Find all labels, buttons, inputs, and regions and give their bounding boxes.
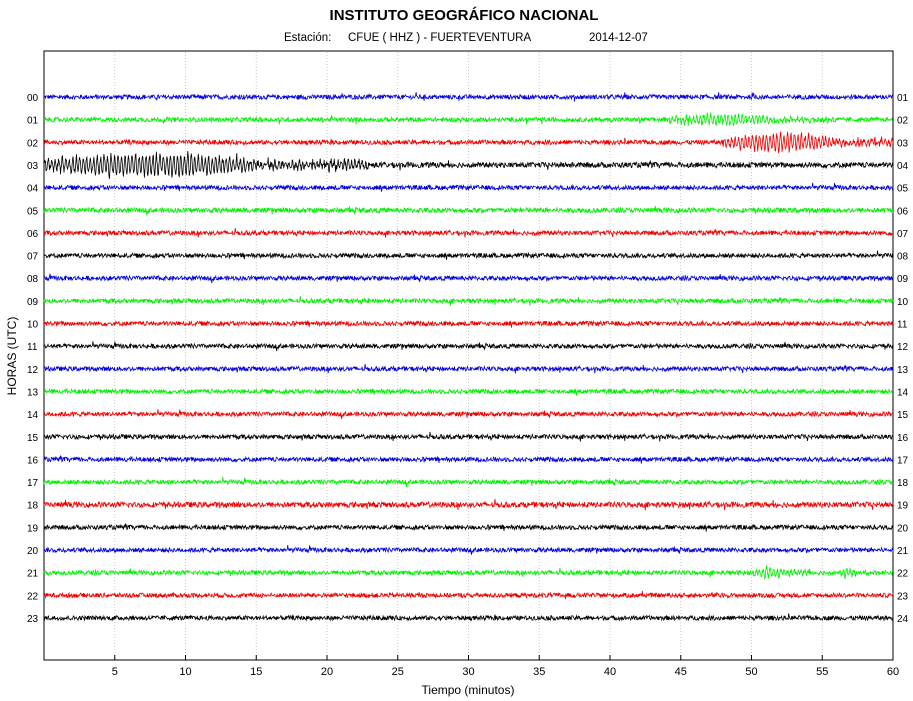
hour-label-right: 09 [897,274,909,285]
x-tick-label: 15 [250,666,262,678]
hour-label-left: 12 [27,365,39,376]
trace-hour-07 [43,250,894,260]
hour-label-right: 03 [897,138,909,149]
hour-label-right: 12 [897,342,909,353]
hour-label-left: 02 [27,138,39,149]
hour-label-left: 23 [27,614,39,625]
trace-hour-14 [43,409,894,419]
hour-label-right: 11 [897,320,908,331]
x-tick-label: 25 [392,666,404,678]
x-tick-label: 55 [816,666,828,678]
station-name: CFUE ( HHZ ) - FUERTEVENTURA [348,32,531,44]
trace-layer [43,92,894,622]
hour-label-left: 07 [27,252,39,263]
hour-label-right: 17 [897,455,909,466]
hour-label-left: 17 [27,478,39,489]
hour-label-left: 18 [27,501,39,512]
x-tick-label: 20 [321,666,333,678]
x-tick-label: 60 [887,666,899,678]
hour-label-right: 13 [897,365,909,376]
hour-label-left: 21 [27,569,39,580]
hour-label-left: 16 [27,455,39,466]
hour-label-left: 01 [27,116,39,127]
y-axis-label: HORAS (UTC) [5,317,19,396]
hour-label-right: 05 [897,184,909,195]
hour-label-right: 15 [897,410,909,421]
hour-label-left: 03 [27,161,39,172]
station-date: 2014-12-07 [589,32,648,44]
station-label: Estación: [284,32,331,44]
hour-label-right: 01 [897,93,909,104]
x-axis-label: Tiempo (minutos) [422,683,515,697]
trace-hour-02 [43,131,894,154]
hour-label-left: 11 [27,342,38,353]
x-tick-label: 40 [604,666,616,678]
hour-label-right: 24 [897,614,909,625]
right-hour-labels: 01 02 03 04 05 06 07 08 09 10 11 12 13 14 15 16 17 18 19 20… [897,93,909,625]
hour-label-left: 04 [27,184,39,195]
trace-hour-05 [43,205,894,216]
hour-label-right: 07 [897,229,909,240]
hour-label-right: 20 [897,523,909,534]
hour-label-left: 14 [27,410,39,421]
trace-hour-06 [43,227,894,238]
x-tick-label: 10 [179,666,191,678]
trace-hour-17 [43,477,894,487]
x-axis: 5 10 15 20 25 30 35 40 45 50 55 60 [112,655,899,678]
trace-hour-09 [43,295,894,306]
hour-label-right: 08 [897,252,909,263]
trace-hour-16 [43,455,894,464]
trace-hour-11 [43,341,894,352]
hour-label-right: 23 [897,591,909,602]
trace-hour-04 [43,182,894,192]
x-tick-label: 35 [533,666,545,678]
hour-label-left: 00 [27,93,39,104]
hour-label-right: 21 [897,546,909,557]
hour-label-right: 06 [897,206,909,217]
hour-label-left: 19 [27,523,39,534]
hour-label-right: 19 [897,501,909,512]
trace-hour-10 [43,319,894,328]
hour-label-left: 15 [27,433,39,444]
trace-hour-20 [43,545,894,555]
hour-label-left: 20 [27,546,39,557]
trace-hour-21 [43,565,893,581]
hour-label-left: 05 [27,206,39,217]
hour-label-left: 06 [27,229,39,240]
hour-label-right: 02 [897,116,909,127]
trace-hour-19 [43,523,894,532]
hour-label-left: 08 [27,274,39,285]
chart-title: INSTITUTO GEOGRÁFICO NACIONAL [330,7,599,24]
trace-hour-18 [43,498,894,511]
trace-hour-00 [43,92,894,102]
hour-label-left: 13 [27,387,39,398]
hour-label-right: 16 [897,433,909,444]
trace-hour-15 [43,431,894,442]
x-tick-label: 5 [112,666,118,678]
x-tick-label: 30 [462,666,474,678]
x-tick-label: 50 [745,666,757,678]
hour-label-right: 14 [897,387,909,398]
hour-label-left: 09 [27,297,39,308]
trace-hour-01 [43,111,894,127]
x-tick-label: 45 [675,666,687,678]
hour-label-left: 10 [27,320,39,331]
trace-hour-23 [43,613,894,622]
trace-hour-03 [43,151,894,179]
hour-label-right: 22 [897,569,909,580]
trace-hour-22 [43,590,894,600]
hour-label-right: 04 [897,161,909,172]
left-hour-labels: 00 01 02 03 04 05 06 07 08 09 10 11 12 13 14 15 16 17 18 19… [27,93,39,625]
hour-label-right: 18 [897,478,909,489]
grid-lines [114,52,823,659]
trace-hour-13 [43,387,894,396]
hour-label-right: 10 [897,297,909,308]
hour-label-left: 22 [27,591,39,602]
trace-hour-08 [43,273,894,284]
trace-hour-12 [43,363,894,374]
